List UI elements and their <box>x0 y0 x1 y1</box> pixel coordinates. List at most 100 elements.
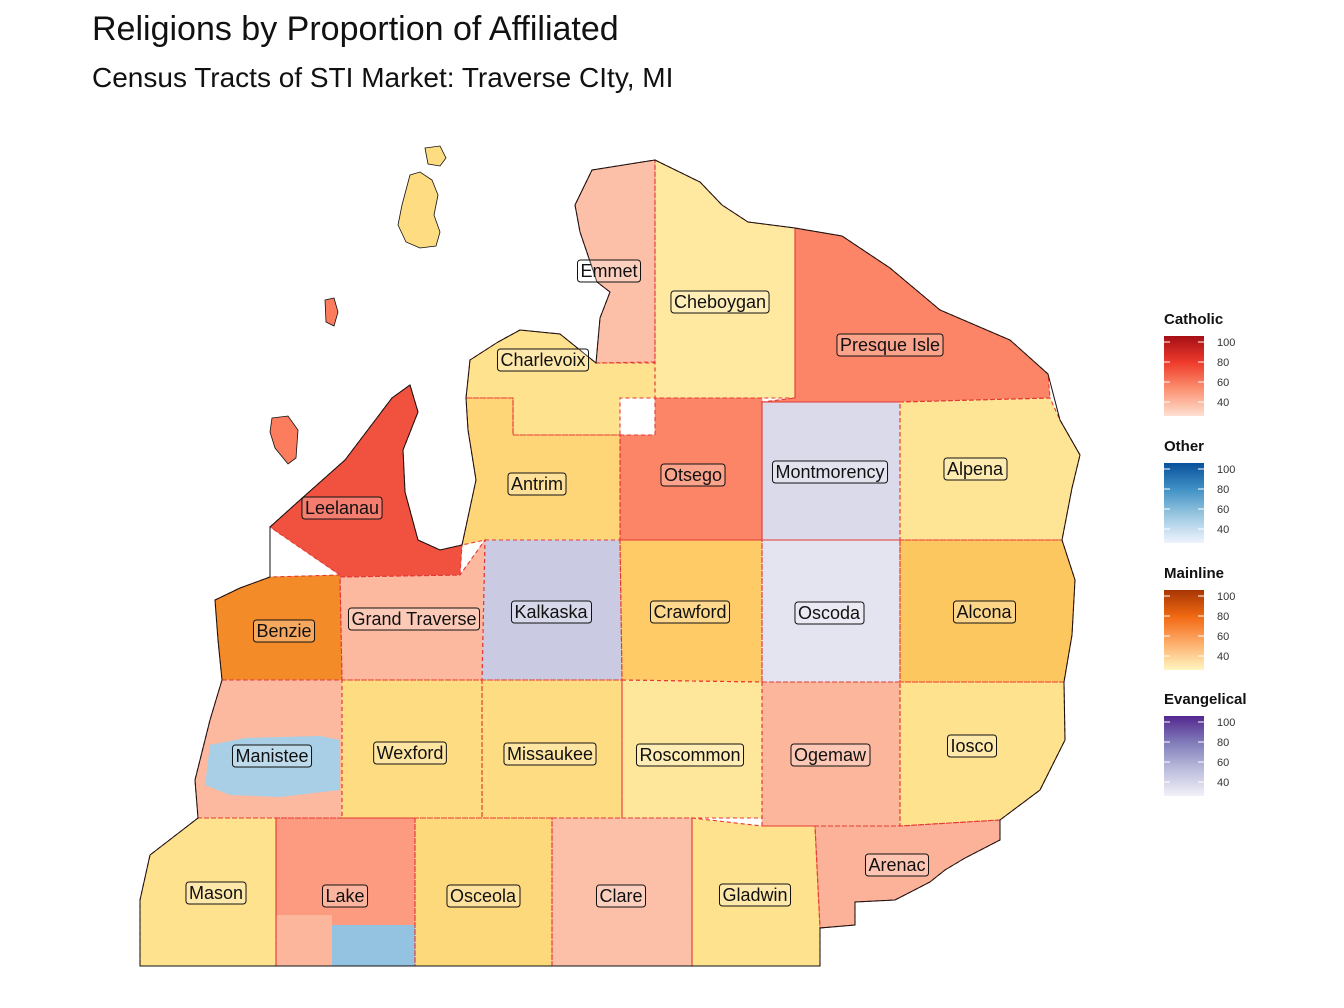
label-box <box>864 853 930 877</box>
label-box <box>347 607 481 631</box>
border-missaukee <box>481 679 623 819</box>
legend-colorbar <box>1164 336 1204 416</box>
legend-tick-label: 40 <box>1217 651 1229 663</box>
label-lake: Lake <box>321 884 369 908</box>
legend-tick-label: 40 <box>1217 777 1229 789</box>
county-label: Antrim <box>511 474 563 494</box>
county-label: Iosco <box>950 736 993 756</box>
label-leelanau: Leelanau <box>301 496 383 520</box>
label-missaukee: Missaukee <box>503 742 597 766</box>
legend-tick-label: 100 <box>1217 717 1235 729</box>
label-kalkaska: Kalkaska <box>510 600 593 624</box>
label-clare: Clare <box>595 884 647 908</box>
legend-colorbar <box>1164 590 1204 670</box>
label-box <box>510 600 593 624</box>
island-1 <box>397 171 441 249</box>
legend-tick-label: 40 <box>1217 524 1229 536</box>
border-emmet <box>574 159 656 364</box>
label-box <box>790 743 871 767</box>
legend-tick-label: 60 <box>1217 377 1229 389</box>
legend-tick-label: 60 <box>1217 631 1229 643</box>
county-label: Manistee <box>235 746 308 766</box>
county-label: Alcona <box>956 602 1012 622</box>
label-montmorency: Montmorency <box>771 460 889 484</box>
county-label: Osceola <box>450 886 517 906</box>
border-wexford <box>341 679 483 819</box>
island-2 <box>424 145 447 167</box>
county-label: Leelanau <box>305 498 379 518</box>
legend-colorbar <box>1164 716 1204 796</box>
label-box <box>185 881 247 905</box>
label-box <box>836 333 944 357</box>
county-label: Oscoda <box>798 603 861 623</box>
label-box <box>946 734 998 758</box>
county-label: Missaukee <box>507 744 593 764</box>
island-4 <box>269 415 299 465</box>
legend-colorbar <box>1164 463 1204 543</box>
county-label: Benzie <box>256 621 311 641</box>
label-box <box>635 743 745 767</box>
label-box <box>943 457 1008 481</box>
legend-catholic: Catholic 100 80 60 40 <box>1164 311 1235 416</box>
label-box <box>507 472 567 496</box>
label-crawford: Crawford <box>649 600 731 624</box>
county-borders <box>139 159 1081 967</box>
label-alcona: Alcona <box>952 600 1017 624</box>
label-box <box>576 259 642 283</box>
county-cheboygan[interactable] <box>654 159 796 399</box>
label-box <box>301 496 383 520</box>
label-wexford: Wexford <box>373 741 447 765</box>
label-box <box>670 290 770 314</box>
label-box <box>231 744 313 768</box>
legend-title: Evangelical <box>1164 691 1247 708</box>
label-box <box>446 884 521 908</box>
county-label: Cheboygan <box>674 292 766 312</box>
county-label: Roscommon <box>639 745 740 765</box>
border-osceola <box>414 817 553 967</box>
label-box <box>496 348 590 372</box>
label-oscoda: Oscoda <box>794 601 865 625</box>
county-label: Emmet <box>580 261 637 281</box>
county-label: Wexford <box>377 743 444 763</box>
county-label: Presque Isle <box>840 335 940 355</box>
legend-tick-label: 40 <box>1217 397 1229 409</box>
label-antrim: Antrim <box>507 472 567 496</box>
county-label: Arenac <box>868 855 925 875</box>
county-label: Crawford <box>653 602 726 622</box>
county-label: Gladwin <box>722 885 787 905</box>
label-box <box>718 883 792 907</box>
label-grand-traverse: Grand Traverse <box>347 607 481 631</box>
county-label: Mason <box>189 883 243 903</box>
legend-tick-label: 60 <box>1217 757 1229 769</box>
county-presque-isle[interactable] <box>761 227 1051 403</box>
legend-title: Catholic <box>1164 311 1223 328</box>
county-label: Clare <box>599 886 642 906</box>
label-presque-isle: Presque Isle <box>836 333 944 357</box>
legend-tick-label: 80 <box>1217 737 1229 749</box>
legend-evangelical: Evangelical 100 80 60 40 <box>1164 691 1247 796</box>
label-box <box>252 619 316 643</box>
label-gladwin: Gladwin <box>718 883 792 907</box>
label-box <box>660 463 726 487</box>
county-label: Lake <box>325 886 364 906</box>
county-label: Charlevoix <box>500 350 585 370</box>
legend-tick-label: 100 <box>1217 591 1235 603</box>
county-label: Ogemaw <box>794 745 867 765</box>
label-box <box>794 601 865 625</box>
coastline <box>139 159 1081 967</box>
label-ogemaw: Ogemaw <box>790 743 871 767</box>
legend-tick-label: 80 <box>1217 611 1229 623</box>
label-benzie: Benzie <box>252 619 316 643</box>
label-box <box>595 884 647 908</box>
legend-title: Mainline <box>1164 565 1224 582</box>
county-label: Grand Traverse <box>351 609 476 629</box>
label-box <box>503 742 597 766</box>
legend-tick-label: 80 <box>1217 357 1229 369</box>
county-label: Kalkaska <box>514 602 588 622</box>
island-3 <box>324 297 339 327</box>
county-leelanau[interactable] <box>269 384 463 578</box>
county-label: Alpena <box>947 459 1004 479</box>
legend-tick-label: 80 <box>1217 484 1229 496</box>
chart-subtitle: Census Tracts of STI Market: Traverse CI… <box>92 62 674 93</box>
